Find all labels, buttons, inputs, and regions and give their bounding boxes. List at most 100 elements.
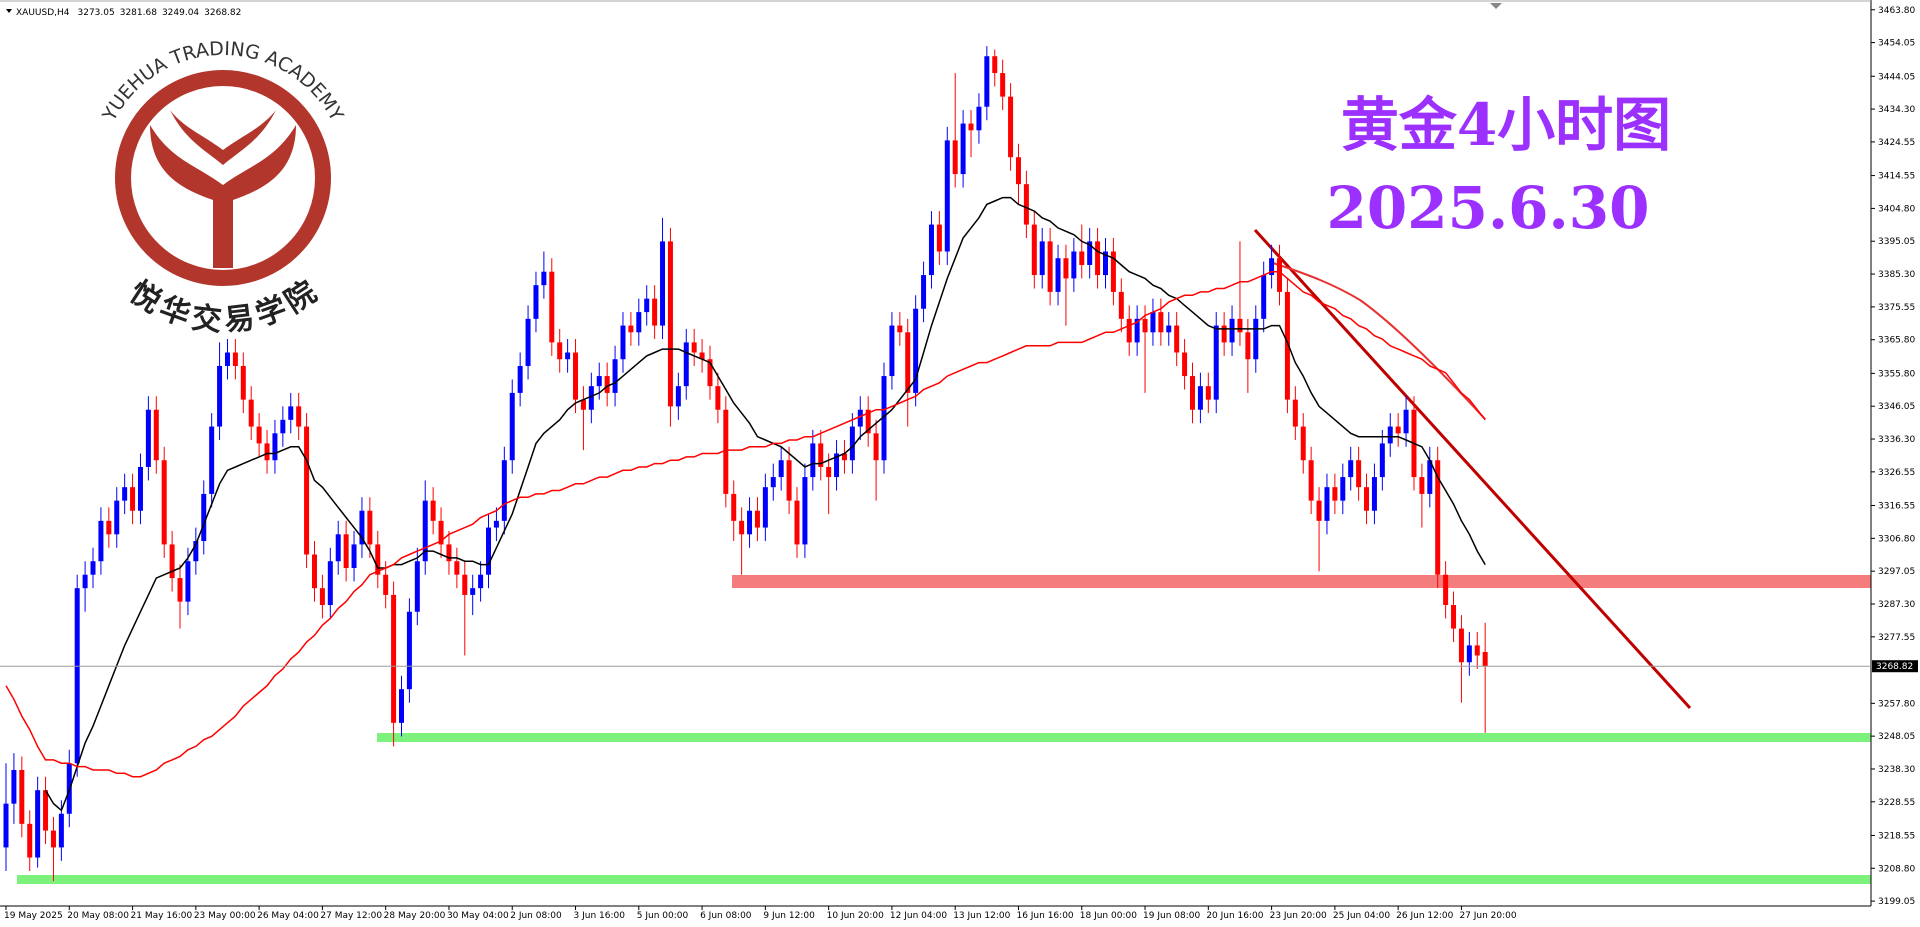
x-tick-label: 20 Jun 16:00 xyxy=(1206,911,1263,921)
x-tick-label: 21 May 16:00 xyxy=(131,911,193,921)
y-tick-label: 3346.05 xyxy=(1878,402,1915,412)
candle-body xyxy=(1356,460,1362,488)
candle-body xyxy=(786,460,792,501)
y-tick-label: 3297.05 xyxy=(1878,567,1915,577)
y-tick-label: 3424.55 xyxy=(1878,138,1915,148)
candle-body xyxy=(493,520,499,528)
candle-body xyxy=(1126,318,1132,343)
candle-body xyxy=(549,271,555,343)
y-tick-label: 3228.55 xyxy=(1878,798,1915,808)
x-tick-label: 27 Jun 20:00 xyxy=(1459,911,1516,921)
price-label-box xyxy=(1872,660,1918,673)
candle-body xyxy=(525,318,531,366)
candle-body xyxy=(391,594,397,723)
candle-body xyxy=(1182,352,1188,377)
y-tick-label: 3316.55 xyxy=(1878,502,1915,512)
candle-body xyxy=(1063,258,1069,279)
header-low: 3249.04 xyxy=(162,8,199,18)
candle-body xyxy=(841,453,847,461)
candle-body xyxy=(557,342,563,360)
candle-body xyxy=(319,588,325,606)
candle-body xyxy=(106,520,112,535)
candle-body xyxy=(264,443,270,461)
candle-body xyxy=(699,352,705,360)
y-tick-label: 3287.30 xyxy=(1878,600,1915,610)
candle-body xyxy=(1237,318,1243,333)
candle-body xyxy=(620,325,626,360)
candle-body xyxy=(1055,258,1061,292)
candle-body xyxy=(1102,251,1108,276)
x-tick-label: 23 May 00:00 xyxy=(194,911,256,921)
candle-body xyxy=(1229,318,1235,343)
candle-body xyxy=(1332,487,1338,501)
y-tick-label: 3277.55 xyxy=(1878,633,1915,643)
y-tick-label: 3385.30 xyxy=(1878,270,1915,280)
candle-body xyxy=(43,790,49,831)
candle-body xyxy=(50,830,56,848)
candle-body xyxy=(1110,251,1116,292)
chart-title: 黄金4小时图 xyxy=(1341,91,1671,159)
y-tick-label: 3444.05 xyxy=(1878,72,1915,82)
candle-body xyxy=(1039,241,1045,276)
candle-body xyxy=(1253,318,1259,360)
candle-body xyxy=(1023,184,1029,225)
y-tick-label: 3326.55 xyxy=(1878,468,1915,478)
ma-line xyxy=(5,270,1486,778)
candle-body xyxy=(1079,251,1085,265)
candle-body xyxy=(240,365,246,400)
candle-body xyxy=(359,510,365,545)
x-tick-label: 9 Jun 12:00 xyxy=(763,911,815,921)
candle-body xyxy=(248,399,254,427)
candle-body xyxy=(810,443,816,478)
candle-body xyxy=(1379,443,1385,478)
candle-body xyxy=(984,56,990,107)
candle-body xyxy=(11,769,17,804)
header: XAUUSD,H4 3273.05 3281.68 3249.04 3268.82 xyxy=(16,8,241,18)
y-tick-label: 3414.55 xyxy=(1878,172,1915,182)
candle-body xyxy=(1071,251,1077,279)
candle-body xyxy=(857,409,863,427)
candle-body xyxy=(1047,241,1053,292)
symbol: XAUUSD,H4 xyxy=(16,8,70,18)
y-tick-label: 3218.55 xyxy=(1878,831,1915,841)
candle-body xyxy=(644,298,650,313)
x-tick-label: 28 May 20:00 xyxy=(384,911,446,921)
candle-body xyxy=(1395,426,1401,434)
candle-body xyxy=(739,520,745,535)
y-tick-label: 3238.30 xyxy=(1878,765,1915,775)
candle-body xyxy=(731,493,737,521)
header-high: 3281.68 xyxy=(120,8,157,18)
header-close: 3268.82 xyxy=(204,8,241,18)
candle-body xyxy=(74,588,80,764)
chart-subtitle: 2025.6.30 xyxy=(1327,174,1650,242)
candle-body xyxy=(438,520,444,545)
candle-body xyxy=(280,419,286,434)
candle-body xyxy=(660,241,666,326)
candle-body xyxy=(604,376,610,393)
candle-body xyxy=(1466,645,1472,663)
candle-body xyxy=(573,352,579,400)
x-tick-label: 16 Jun 16:00 xyxy=(1016,911,1073,921)
x-tick-label: 6 Jun 08:00 xyxy=(700,911,752,921)
candle-body xyxy=(114,500,120,535)
candle-body xyxy=(454,561,460,575)
candle-body xyxy=(747,510,753,535)
candle-body xyxy=(936,224,942,252)
plot: 3463.80 3454.05 3444.05 3434.30 3424.55 3414.… xyxy=(0,6,1918,921)
x-tick-label: 12 Jun 04:00 xyxy=(890,911,947,921)
candle-body xyxy=(1245,332,1251,360)
candle-body xyxy=(90,561,96,575)
candle-body xyxy=(3,803,9,848)
candle-body xyxy=(1197,386,1203,410)
candle-body xyxy=(509,392,515,461)
y-tick-label: 3365.80 xyxy=(1878,336,1915,346)
candle-body xyxy=(82,574,88,589)
candle-body xyxy=(1213,325,1219,400)
candle-body xyxy=(675,386,681,407)
candle-body xyxy=(446,544,452,562)
y-tick-label: 3199.05 xyxy=(1878,897,1915,907)
y-tick-label: 3375.55 xyxy=(1878,303,1915,313)
candle-body xyxy=(1269,258,1275,276)
candle-body xyxy=(1427,460,1433,494)
candle-body xyxy=(1261,275,1267,319)
